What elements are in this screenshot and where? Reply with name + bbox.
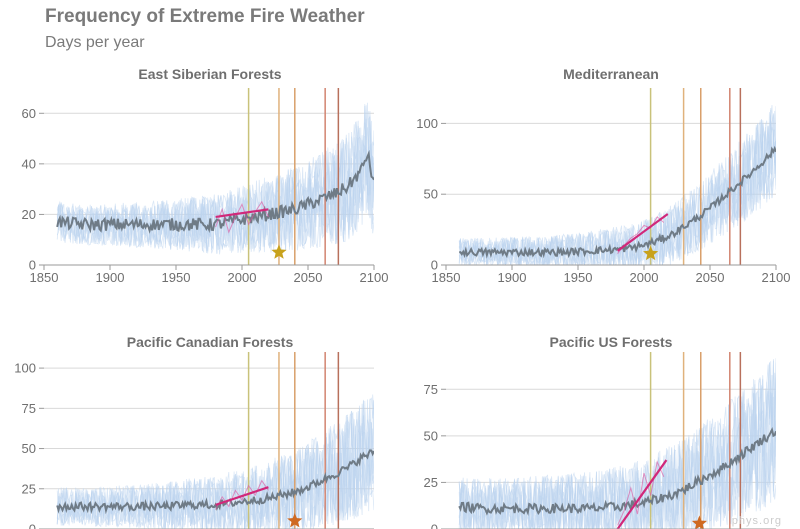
y-tick-label: 0 xyxy=(29,522,36,529)
y-tick-label: 75 xyxy=(22,401,36,416)
y-tick-label: 0 xyxy=(29,258,36,273)
x-tick-label: 2100 xyxy=(762,270,791,285)
watermark: phys.org xyxy=(731,515,782,527)
y-tick-label: 100 xyxy=(14,361,36,376)
model-mean-line xyxy=(458,426,776,516)
ensemble-members xyxy=(458,105,776,265)
y-tick-label: 20 xyxy=(22,207,36,222)
panel-title: Pacific US Forests xyxy=(550,334,673,350)
ensemble-member-line xyxy=(458,114,776,265)
x-tick-label: 2050 xyxy=(294,270,323,285)
x-tick-label: 1950 xyxy=(564,270,593,285)
chart-panel-2: Mediterranean 0 50 100 1850 1900 1950 2000 2050 2… xyxy=(416,66,790,285)
y-tick-label: 50 xyxy=(424,428,438,443)
y-tick-label: 75 xyxy=(424,382,438,397)
panel-title: Mediterranean xyxy=(563,66,659,82)
y-tick-label: 0 xyxy=(431,522,438,529)
page-title: Frequency of Extreme Fire Weather xyxy=(45,6,365,27)
y-tick-label: 50 xyxy=(424,187,438,202)
chart-panel-1: East Siberian Forests 0 20 40 60 1850 1900 1950… xyxy=(22,66,389,285)
model-mean-line xyxy=(459,145,776,259)
y-tick-label: 25 xyxy=(424,475,438,490)
observed-line xyxy=(215,200,269,234)
ensemble-member-line xyxy=(458,362,776,529)
x-tick-label: 1850 xyxy=(30,270,59,285)
model-mean-line xyxy=(56,149,374,234)
observed-line xyxy=(617,460,665,526)
star-marker xyxy=(287,513,303,528)
x-tick-label: 2000 xyxy=(630,270,659,285)
ensemble-members xyxy=(458,358,776,529)
observed-trend-line xyxy=(215,208,269,219)
observed-line xyxy=(215,479,269,510)
x-tick-label: 1950 xyxy=(162,270,191,285)
x-tick-label: 1900 xyxy=(96,270,125,285)
observed-trend-line xyxy=(616,213,669,252)
x-tick-label: 1900 xyxy=(498,270,527,285)
ensemble-member-line xyxy=(56,399,374,529)
ensemble-member-line xyxy=(458,105,776,265)
y-tick-label: 25 xyxy=(22,481,36,496)
x-tick-label: 1850 xyxy=(432,270,461,285)
page-subtitle: Days per year xyxy=(45,34,145,51)
observed-trend-line xyxy=(215,486,269,506)
ensemble-member-line xyxy=(56,115,374,254)
star-marker xyxy=(271,244,287,259)
observed-trend-line xyxy=(616,459,668,529)
panel-title: East Siberian Forests xyxy=(138,66,281,82)
y-tick-label: 60 xyxy=(22,106,36,121)
y-tick-label: 100 xyxy=(416,116,438,131)
panel-title: Pacific Canadian Forests xyxy=(127,334,294,350)
y-tick-label: 0 xyxy=(431,258,438,273)
y-tick-label: 40 xyxy=(22,156,36,171)
x-tick-label: 2050 xyxy=(696,270,725,285)
star-marker xyxy=(691,515,707,529)
ensemble-member-line xyxy=(458,360,776,529)
chart-panel-3: Pacific Canadian Forests 0 25 50 75 100 xyxy=(14,334,374,529)
chart-panel-4: Pacific US Forests 0 25 50 75 xyxy=(424,334,776,529)
x-tick-label: 2000 xyxy=(228,270,257,285)
y-tick-label: 50 xyxy=(22,441,36,456)
ensemble-member-line xyxy=(56,411,374,529)
star-marker xyxy=(643,245,659,261)
x-tick-label: 2100 xyxy=(360,270,389,285)
ensemble-members xyxy=(56,102,374,255)
